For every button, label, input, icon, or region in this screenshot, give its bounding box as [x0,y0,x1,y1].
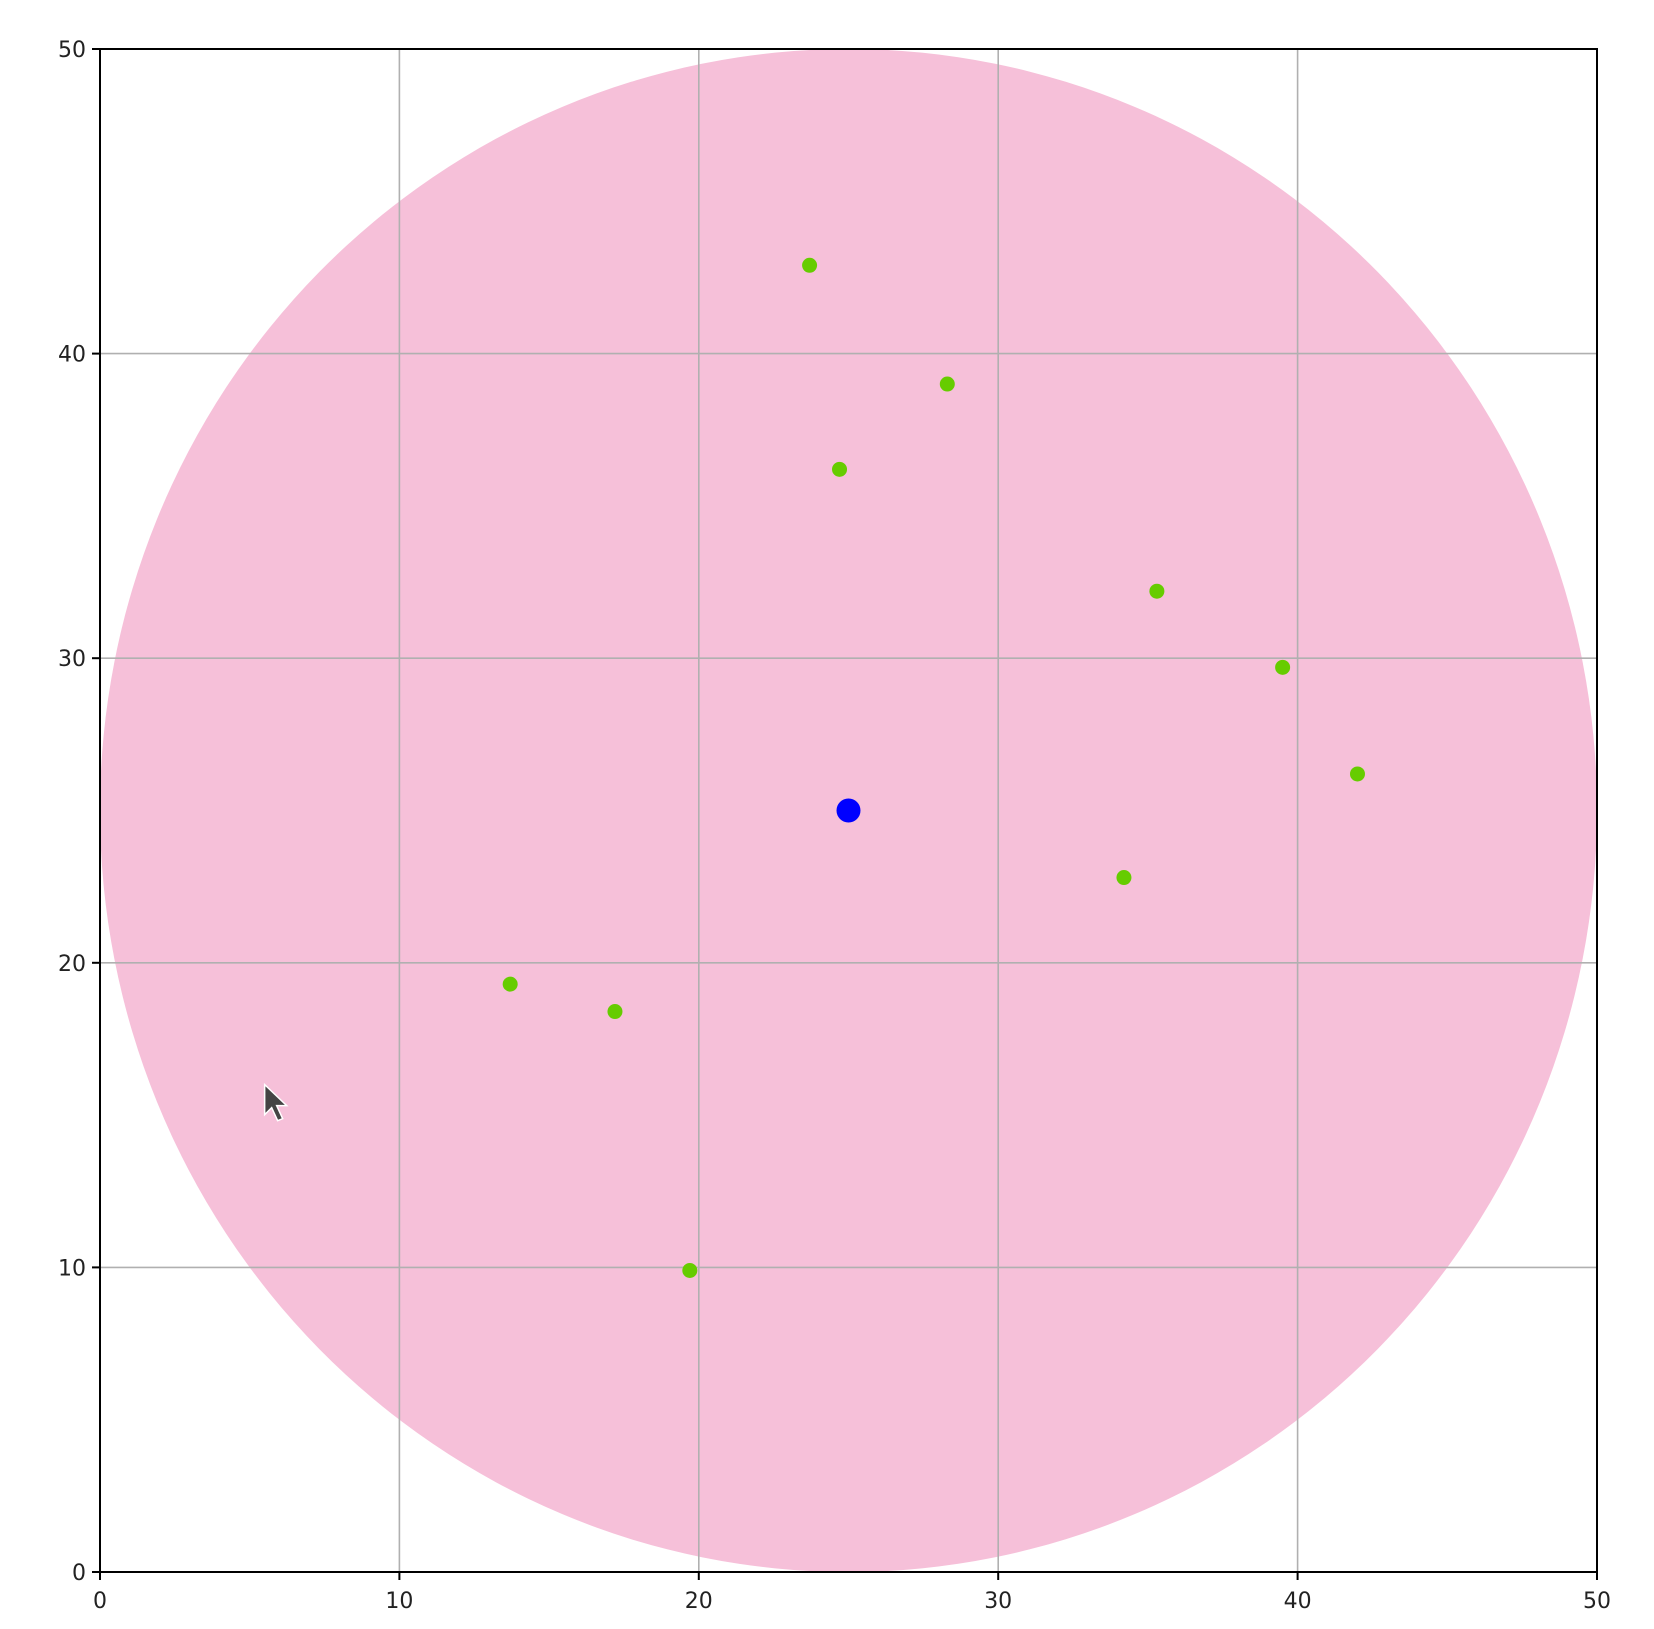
data-point [802,257,818,273]
data-point [607,1004,623,1020]
y-tick-label: 0 [72,1561,86,1586]
x-tick-label: 10 [385,1589,413,1614]
y-tick-label: 50 [58,38,86,63]
y-tick-label: 40 [58,343,86,368]
x-tick-label: 20 [685,1589,713,1614]
x-tick-label: 50 [1583,1589,1611,1614]
x-tick-label: 40 [1284,1589,1312,1614]
cursor-arrow-shape [263,1082,289,1122]
x-tick-label: 0 [93,1589,107,1614]
data-point [939,376,955,392]
y-tick-label: 10 [58,1256,86,1281]
data-point [1116,870,1132,886]
data-point [502,976,518,992]
y-tick-label: 20 [58,952,86,977]
x-tick-label: 30 [984,1589,1012,1614]
mouse-cursor-icon [263,1082,289,1122]
axes-frame [99,48,1598,1573]
y-tick-label: 30 [58,647,86,672]
data-point [832,461,848,477]
center-point [836,798,861,823]
data-point [1349,766,1365,782]
data-point [1275,659,1291,675]
data-point [682,1262,698,1278]
data-point [1149,583,1165,599]
